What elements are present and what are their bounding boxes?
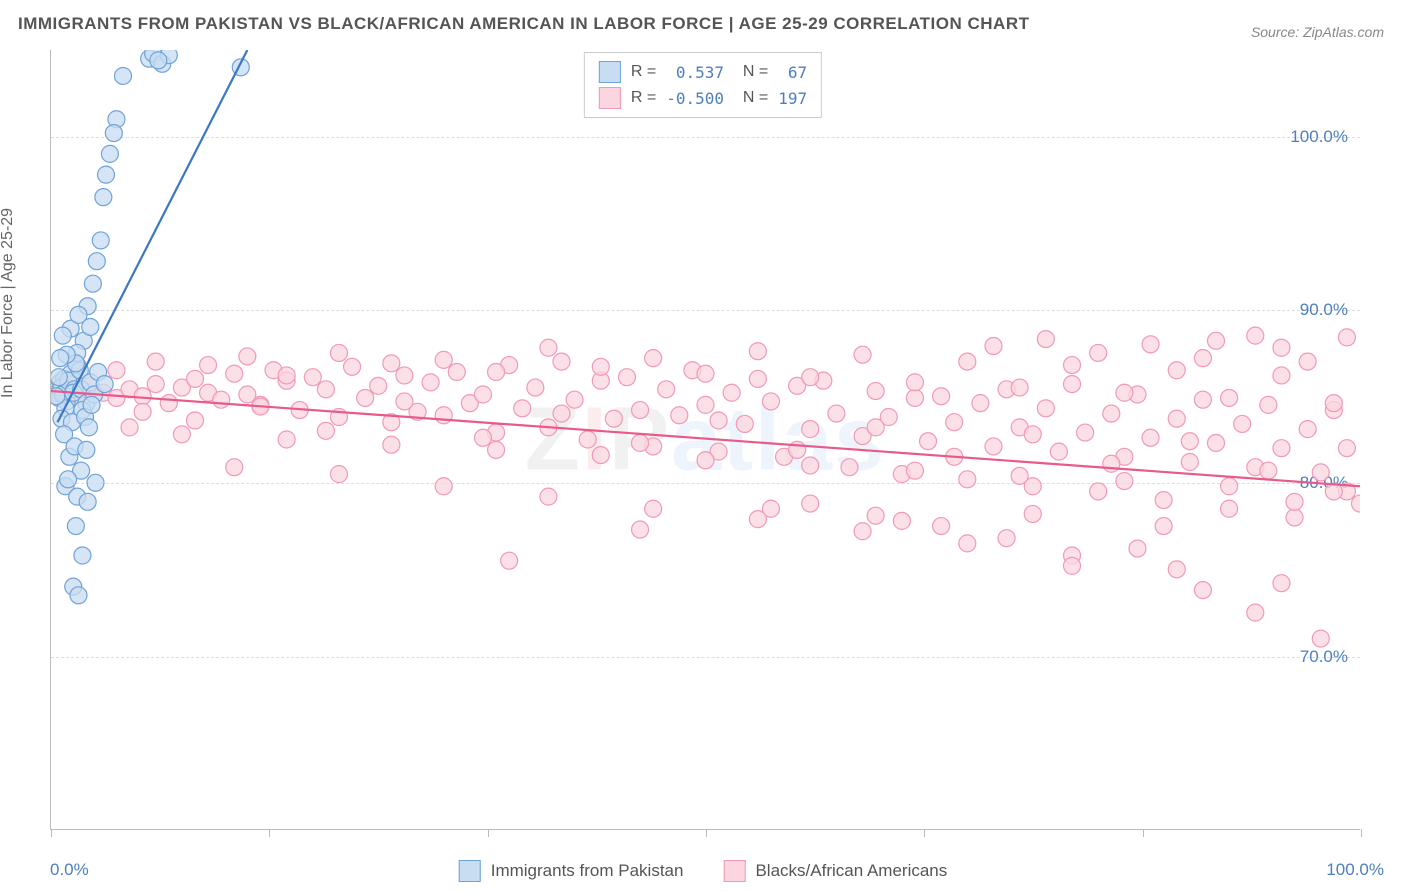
y-axis-title: In Labor Force | Age 25-29 <box>0 208 17 398</box>
stats-r-val-a: 0.537 <box>666 63 724 82</box>
plot-area: ZIPatlas 70.0%80.0%90.0%100.0% <box>50 50 1360 830</box>
x-tick <box>706 829 707 837</box>
chart-title: IMMIGRANTS FROM PAKISTAN VS BLACK/AFRICA… <box>18 14 1030 34</box>
x-tick <box>269 829 270 837</box>
legend-swatch-b <box>723 860 745 882</box>
source-label: Source: ZipAtlas.com <box>1251 24 1384 40</box>
stats-swatch-a <box>599 61 621 83</box>
legend-swatch-a <box>459 860 481 882</box>
x-tick <box>51 829 52 837</box>
stats-r-label-a: R = <box>631 63 656 81</box>
stats-n-val-a: 67 <box>778 63 807 82</box>
chart-container: IMMIGRANTS FROM PAKISTAN VS BLACK/AFRICA… <box>0 0 1406 892</box>
x-tick <box>1143 829 1144 837</box>
x-tick <box>488 829 489 837</box>
legend-item-b: Blacks/African Americans <box>723 860 947 882</box>
stats-r-val-b: -0.500 <box>666 89 724 108</box>
stats-legend-box: R = 0.537 N = 67 R = -0.500 N = 197 <box>584 52 822 118</box>
legend-label-b: Blacks/African Americans <box>755 861 947 881</box>
stats-r-label-b: R = <box>631 89 656 107</box>
x-tick <box>924 829 925 837</box>
chart-svg <box>51 50 1360 829</box>
stats-row-b: R = -0.500 N = 197 <box>599 85 807 111</box>
x-axis-max-label: 100.0% <box>1326 860 1384 880</box>
bottom-legend: Immigrants from Pakistan Blacks/African … <box>459 860 948 882</box>
x-axis-min-label: 0.0% <box>50 860 89 880</box>
stats-swatch-b <box>599 87 621 109</box>
stats-n-val-b: 197 <box>778 89 807 108</box>
legend-label-a: Immigrants from Pakistan <box>491 861 684 881</box>
stats-n-label-a: N = <box>734 63 768 81</box>
stats-n-label-b: N = <box>734 89 768 107</box>
legend-item-a: Immigrants from Pakistan <box>459 860 684 882</box>
x-tick <box>1361 829 1362 837</box>
stats-row-a: R = 0.537 N = 67 <box>599 59 807 85</box>
